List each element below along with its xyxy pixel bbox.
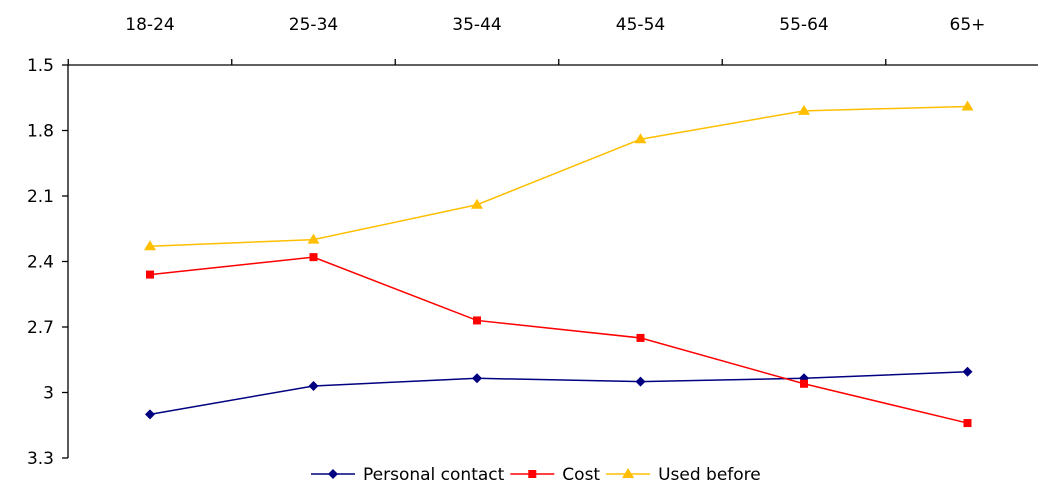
x-tick-label: 35-44 <box>452 15 501 35</box>
legend-marker-personal-contact <box>328 469 338 479</box>
data-point-cost <box>310 253 318 261</box>
data-point-personal-contact <box>145 409 155 419</box>
series-line-used-before <box>150 106 968 246</box>
data-point-used-before <box>144 240 156 250</box>
x-tick-label: 65+ <box>950 15 986 35</box>
y-tick-label: 3.3 <box>27 449 54 469</box>
legend-marker-cost <box>528 470 536 478</box>
x-tick-label: 18-24 <box>125 15 174 35</box>
data-point-personal-contact <box>963 367 973 377</box>
data-point-personal-contact <box>636 377 646 387</box>
data-point-cost <box>964 419 972 427</box>
legend: Personal contact Cost Used before <box>311 465 761 485</box>
data-point-used-before <box>798 105 810 115</box>
legend-label-personal-contact: Personal contact <box>363 465 505 485</box>
y-tick-label: 1.5 <box>27 56 54 76</box>
y-tick-label: 2.7 <box>27 318 54 338</box>
data-point-used-before <box>962 100 974 110</box>
y-tick-label: 2.4 <box>27 253 54 273</box>
data-point-cost <box>473 316 481 324</box>
data-point-cost <box>146 271 154 279</box>
axes: 18-24 25-34 35-44 45-54 55-64 65+ 1.5 1.8 2.1 2.4… <box>27 15 1038 469</box>
x-tick-label: 25-34 <box>289 15 338 35</box>
legend-label-cost: Cost <box>562 465 600 485</box>
data-point-cost <box>637 334 645 342</box>
data-point-cost <box>800 380 808 388</box>
y-tick-label: 2.1 <box>27 187 54 207</box>
data-point-personal-contact <box>472 373 482 383</box>
x-tick-label: 55-64 <box>779 15 828 35</box>
data-point-personal-contact <box>309 381 319 391</box>
x-tick-label: 45-54 <box>616 15 665 35</box>
legend-label-used-before: Used before <box>658 465 761 485</box>
series-layer <box>144 100 974 427</box>
y-tick-label: 1.8 <box>27 122 54 142</box>
y-tick-label: 3 <box>43 384 54 404</box>
legend-marker-used-before <box>622 468 634 478</box>
series-line-cost <box>150 257 968 423</box>
